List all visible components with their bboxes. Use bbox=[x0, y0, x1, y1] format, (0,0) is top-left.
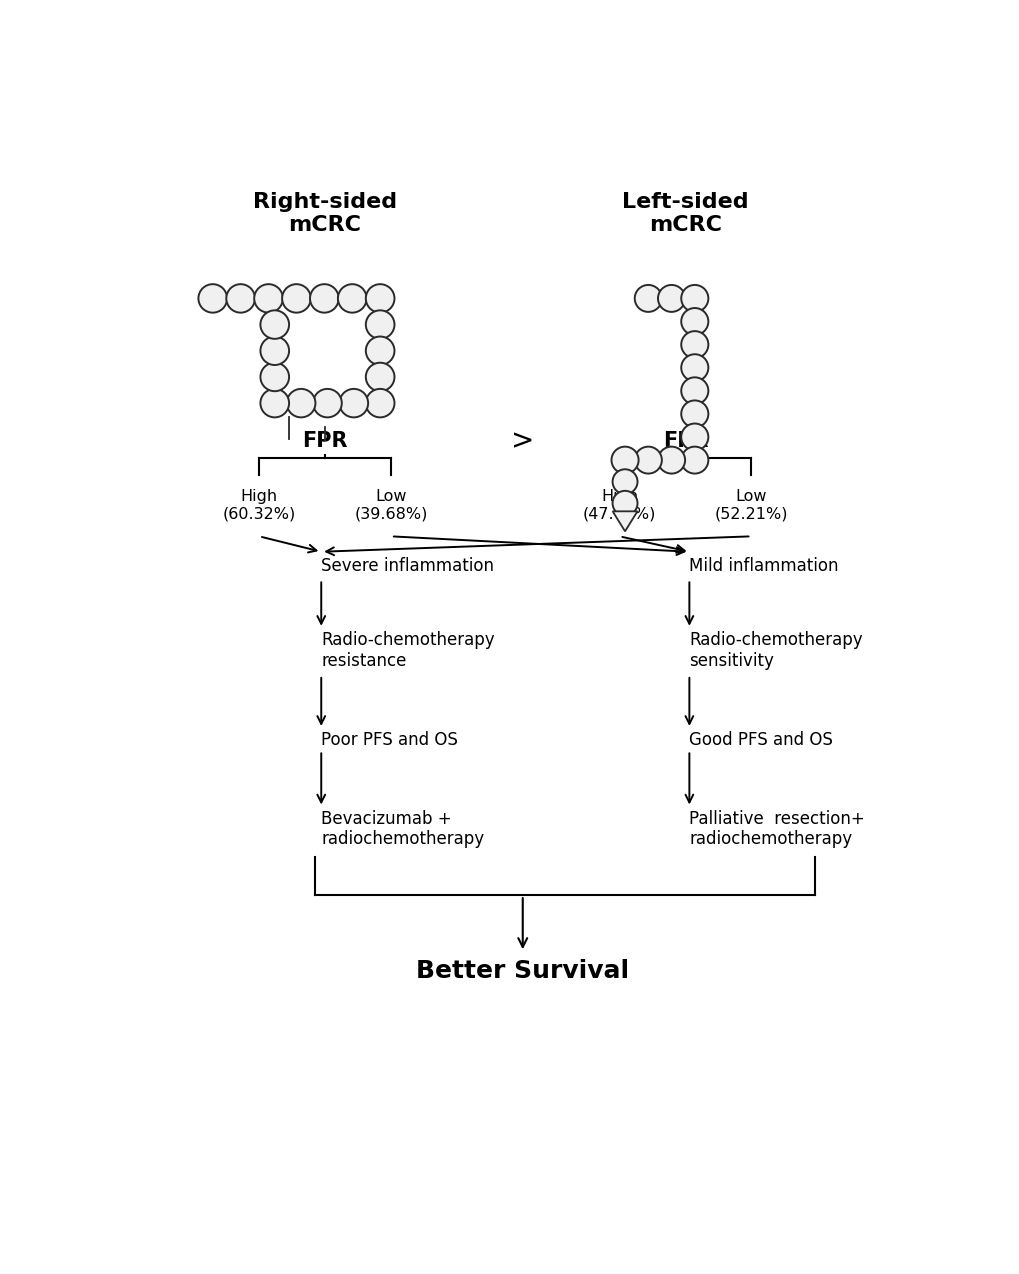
Circle shape bbox=[634, 285, 661, 312]
Circle shape bbox=[282, 284, 311, 312]
Circle shape bbox=[339, 389, 368, 418]
Polygon shape bbox=[612, 511, 637, 531]
Circle shape bbox=[310, 284, 338, 312]
Circle shape bbox=[681, 331, 707, 358]
Text: Bevacizumab +
radiochemotherapy: Bevacizumab + radiochemotherapy bbox=[321, 809, 484, 848]
Circle shape bbox=[681, 423, 707, 451]
Text: Palliative  resection+
radiochemotherapy: Palliative resection+ radiochemotherapy bbox=[689, 809, 864, 848]
Circle shape bbox=[610, 447, 638, 474]
Text: Severe inflammation: Severe inflammation bbox=[321, 557, 494, 575]
Text: Right-sided
mCRC: Right-sided mCRC bbox=[253, 192, 396, 236]
Text: >: > bbox=[511, 427, 534, 455]
Circle shape bbox=[681, 447, 707, 474]
Circle shape bbox=[681, 285, 707, 312]
Text: FPR: FPR bbox=[662, 431, 707, 451]
Circle shape bbox=[226, 284, 255, 312]
Circle shape bbox=[612, 469, 637, 494]
Circle shape bbox=[681, 400, 707, 427]
Circle shape bbox=[366, 311, 394, 339]
Circle shape bbox=[286, 389, 315, 418]
Text: Low
(52.21%): Low (52.21%) bbox=[714, 489, 788, 522]
Circle shape bbox=[634, 447, 661, 474]
Circle shape bbox=[313, 389, 341, 418]
Circle shape bbox=[657, 285, 685, 312]
Text: High
(47.79%): High (47.79%) bbox=[583, 489, 655, 522]
Circle shape bbox=[254, 284, 282, 312]
Text: Radio-chemotherapy
sensitivity: Radio-chemotherapy sensitivity bbox=[689, 631, 862, 670]
Text: Mild inflammation: Mild inflammation bbox=[689, 557, 838, 575]
Text: Better Survival: Better Survival bbox=[416, 958, 629, 982]
Circle shape bbox=[260, 336, 288, 366]
Circle shape bbox=[260, 311, 288, 339]
Circle shape bbox=[681, 354, 707, 381]
Text: Low
(39.68%): Low (39.68%) bbox=[354, 489, 427, 522]
Circle shape bbox=[199, 284, 227, 312]
Circle shape bbox=[612, 490, 637, 516]
Text: Good PFS and OS: Good PFS and OS bbox=[689, 730, 833, 749]
Circle shape bbox=[337, 284, 366, 312]
Text: High
(60.32%): High (60.32%) bbox=[222, 489, 296, 522]
Circle shape bbox=[681, 308, 707, 335]
Circle shape bbox=[260, 389, 288, 418]
Circle shape bbox=[366, 389, 394, 418]
Circle shape bbox=[366, 336, 394, 366]
Circle shape bbox=[366, 363, 394, 391]
Circle shape bbox=[260, 363, 288, 391]
Text: Left-sided
mCRC: Left-sided mCRC bbox=[622, 192, 748, 236]
Text: FPR: FPR bbox=[302, 431, 347, 451]
Circle shape bbox=[366, 284, 394, 312]
Text: Poor PFS and OS: Poor PFS and OS bbox=[321, 730, 458, 749]
Circle shape bbox=[657, 447, 685, 474]
Circle shape bbox=[681, 377, 707, 404]
Text: Radio-chemotherapy
resistance: Radio-chemotherapy resistance bbox=[321, 631, 494, 670]
